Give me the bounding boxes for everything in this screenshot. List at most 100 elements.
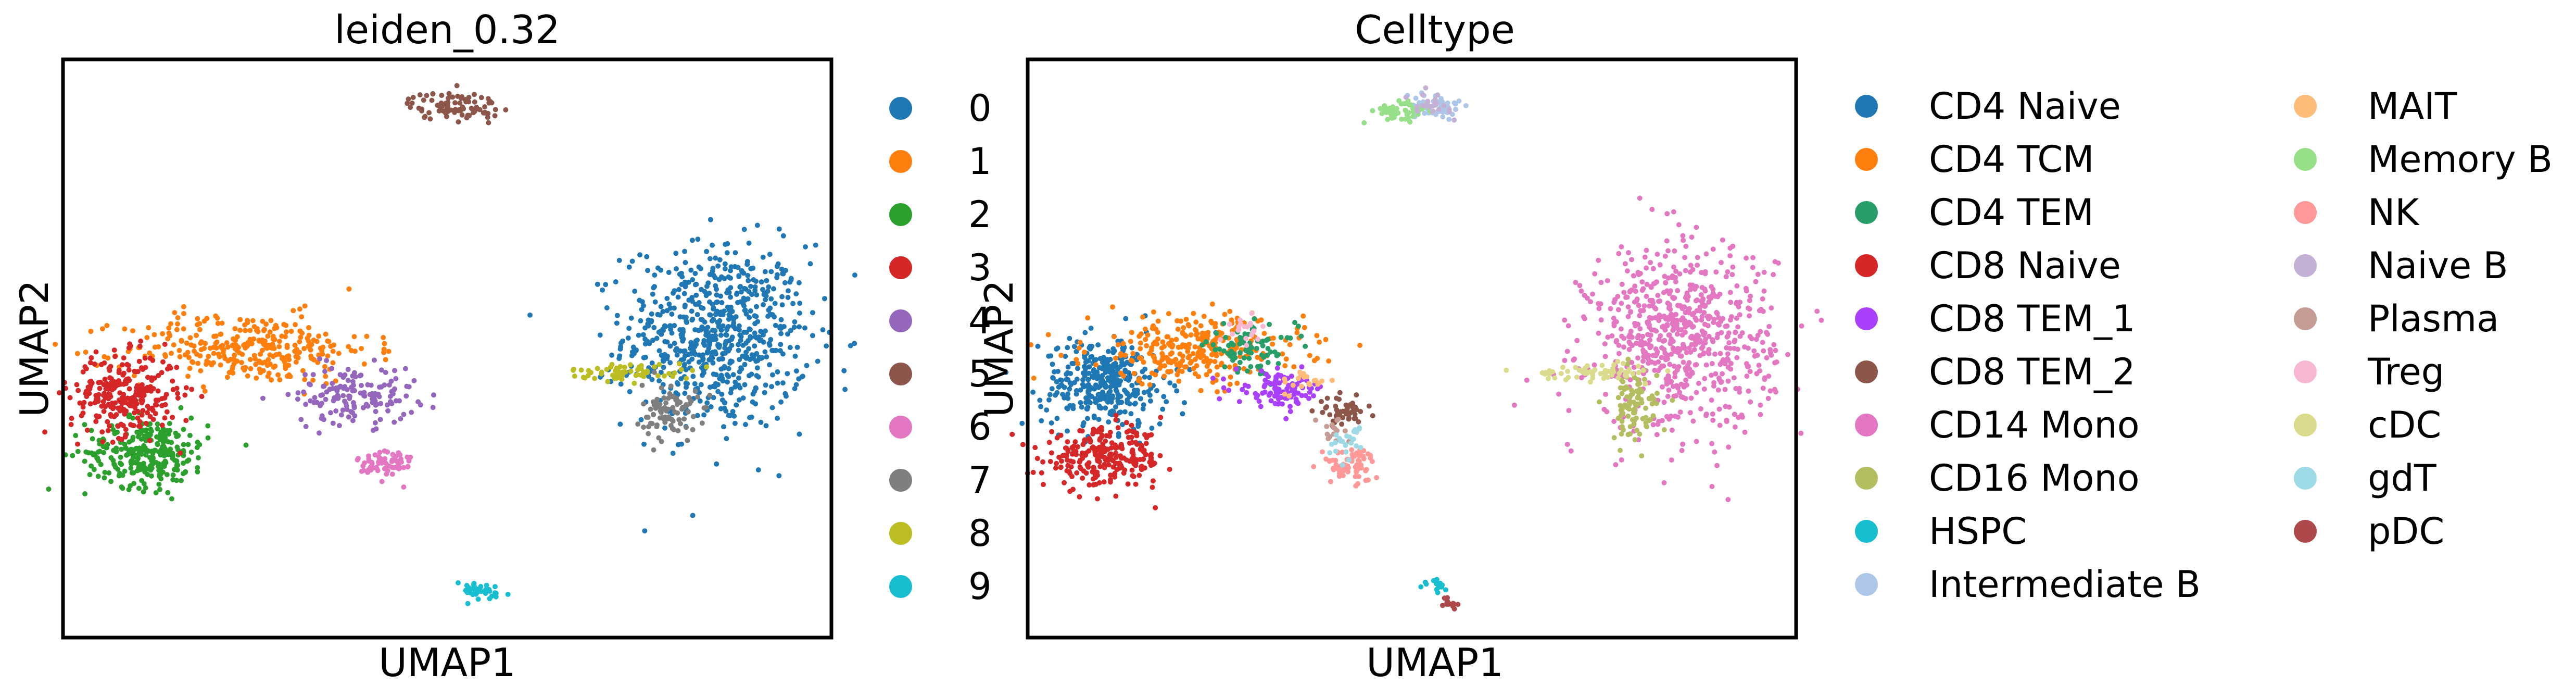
point [1264,338,1269,343]
legend-item: CD14 Mono [1855,404,2140,446]
point [1299,383,1304,389]
point [254,328,259,333]
point [1640,368,1646,373]
point [104,445,110,451]
point [1160,339,1166,345]
point [1661,400,1667,405]
point [1137,472,1142,478]
point [1082,330,1088,335]
point [790,301,795,306]
point [1176,378,1182,384]
point [1669,336,1674,342]
point [728,264,734,270]
point [1139,356,1144,362]
point [633,372,639,378]
point [172,457,178,463]
point [1652,280,1658,286]
point [245,340,251,345]
point [127,386,132,392]
point [94,413,99,419]
point [1545,376,1551,381]
point [1068,371,1074,376]
point [1103,370,1108,375]
point [128,446,134,452]
point [1109,440,1115,446]
point [230,370,236,376]
point [1213,321,1218,327]
point [729,336,735,342]
point [1323,336,1329,342]
point [376,454,382,459]
point [1655,391,1660,396]
point [652,364,658,370]
point [1703,362,1709,368]
point [713,372,719,378]
point [256,338,262,344]
point [182,392,188,398]
point [1194,331,1200,336]
point [346,414,351,420]
point [1694,308,1700,314]
point [126,345,132,351]
point [1363,478,1369,483]
point [1410,114,1416,119]
point [1113,413,1119,418]
point [101,450,107,455]
point [1730,264,1736,270]
point [213,340,219,346]
point [1719,330,1724,335]
point [1681,384,1687,390]
point [195,322,200,328]
point [780,271,786,277]
point [195,360,201,366]
point [1137,333,1142,339]
point [1315,356,1320,361]
point [1619,391,1625,396]
point [145,384,150,390]
point [658,267,664,273]
point [1669,352,1674,357]
point [810,310,815,316]
point [1625,414,1631,419]
point [641,425,647,430]
point [1628,329,1634,334]
point [1626,406,1632,412]
point [1749,336,1754,342]
point [1681,238,1686,243]
legend-item: Intermediate B [1855,563,2201,606]
point [1358,409,1363,414]
point [1694,439,1699,444]
point [1306,395,1311,401]
point [1743,285,1749,291]
point [1665,368,1671,373]
point [1125,391,1130,396]
point [678,270,684,276]
point [1320,409,1325,415]
point [1630,417,1635,422]
point [82,364,88,370]
point [1160,406,1166,412]
point [1671,393,1677,399]
point [126,367,132,373]
legend-marker [2294,520,2317,543]
point [489,100,495,106]
point [1693,362,1698,368]
point [1113,455,1119,460]
point [1750,265,1756,270]
point [163,452,169,457]
point [1680,233,1686,239]
point [763,423,769,429]
point [1130,429,1135,434]
point [1714,335,1720,341]
point [684,384,689,390]
point [1637,195,1643,201]
point [93,349,99,355]
point [1214,330,1219,336]
point [1132,401,1138,406]
point [298,417,304,422]
point [690,414,696,419]
point [1382,103,1387,108]
point [746,278,751,283]
point [1221,385,1227,391]
legend-item: NK [2294,191,2420,234]
